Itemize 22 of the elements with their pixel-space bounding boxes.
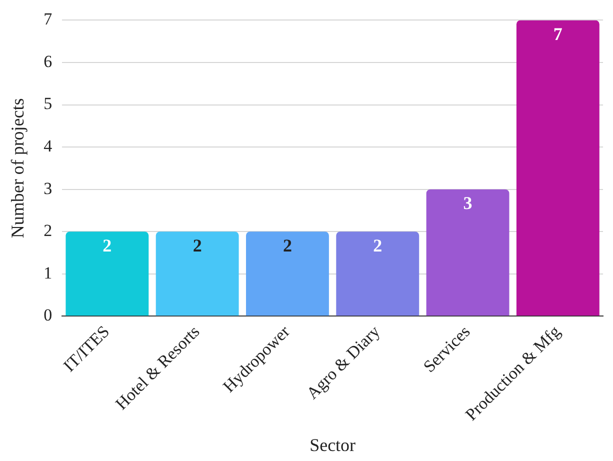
data-label: 2 (373, 235, 382, 256)
y-tick-label: 1 (44, 263, 52, 282)
bar (336, 232, 420, 316)
bar (426, 189, 510, 316)
y-tick-label: 0 (44, 306, 52, 325)
y-axis-title: Number of projects (8, 98, 28, 238)
bar (516, 20, 600, 316)
y-tick-label: 5 (44, 94, 52, 114)
bar (66, 232, 149, 316)
data-label: 2 (102, 235, 112, 256)
data-label: 3 (463, 192, 472, 213)
y-tick-label: 2 (44, 221, 52, 240)
y-tick-label: 7 (44, 10, 53, 29)
x-axis-title: Sector (310, 434, 356, 455)
y-tick-label: 6 (44, 52, 52, 71)
y-tick-label: 4 (44, 136, 53, 156)
bar (246, 232, 329, 316)
data-label: 2 (282, 235, 292, 256)
data-label: 2 (192, 235, 202, 256)
bar (156, 232, 239, 316)
data-label: 7 (553, 24, 562, 44)
y-tick-label: 3 (44, 178, 52, 198)
